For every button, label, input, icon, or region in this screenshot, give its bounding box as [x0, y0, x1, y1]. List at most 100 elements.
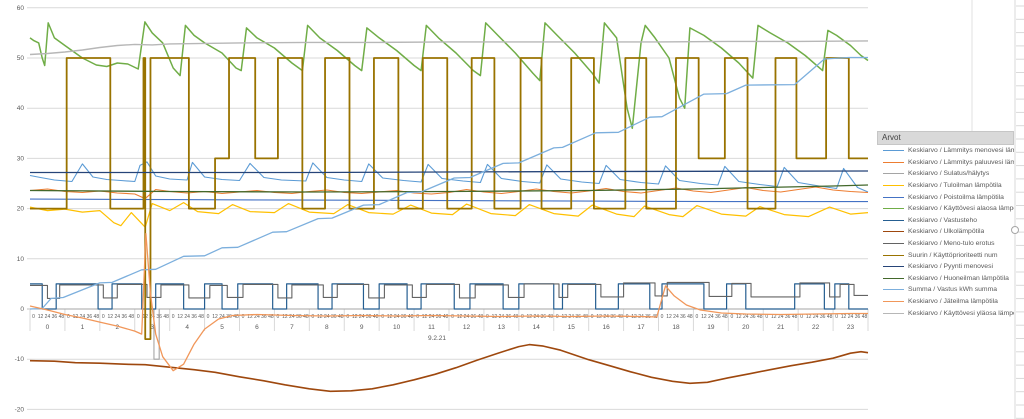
series-line — [30, 57, 869, 341]
x-hour-label: 22 — [812, 324, 820, 331]
x-minute-label: 12 — [387, 314, 393, 320]
x-hour-label: 8 — [325, 324, 329, 331]
x-hour-label: 13 — [498, 324, 506, 331]
legend-item-label: Keskiarvo / Poistoilma lämpötila — [908, 193, 1004, 201]
legend-item[interactable]: Keskiarvo / Lämmitys paluuvesi lämpötila — [877, 157, 1014, 169]
x-minute-label: 24 — [778, 314, 784, 320]
x-hour-label: 3 — [150, 324, 154, 331]
x-minute-label: 12 — [527, 314, 533, 320]
legend-item-label: Keskiarvo / Sulatus/hälytys — [908, 170, 990, 178]
legend-line-swatch — [883, 161, 904, 163]
series-line — [29, 161, 869, 193]
x-minute-label: 0 — [416, 314, 419, 320]
legend-item[interactable]: Keskiarvo / Lämmitys menovesi lämpötila — [877, 145, 1014, 157]
x-minute-label: 12 — [352, 314, 358, 320]
x-minute-label: 12 — [38, 314, 44, 320]
x-minute-label: 0 — [730, 314, 733, 320]
series-line — [29, 21, 869, 130]
x-minute-label: 12 — [317, 314, 323, 320]
x-minute-label: 48 — [163, 314, 169, 320]
legend-item-label: Keskiarvo / Meno-tulo erotus — [908, 240, 995, 248]
legend-item-label: Keskiarvo / Ulkolämpötila — [908, 228, 985, 236]
y-tick-label: 0 — [20, 306, 24, 313]
x-minute-label: 12 — [282, 314, 288, 320]
x-minute-label: 36 — [366, 314, 372, 320]
chart-selection-handle[interactable] — [1011, 226, 1019, 234]
legend-line-swatch — [883, 243, 904, 245]
legend-item-label: Keskiarvo / Pyynti menovesi — [908, 263, 993, 271]
x-minute-label: 0 — [172, 314, 175, 320]
series-line — [29, 233, 868, 372]
x-minute-label: 24 — [394, 314, 400, 320]
x-minute-label: 36 — [855, 314, 861, 320]
legend-item[interactable]: Keskiarvo / Ulkolämpötila — [877, 226, 1014, 238]
x-minute-label: 24 — [848, 314, 854, 320]
x-hour-label: 7 — [290, 324, 294, 331]
x-minute-label: 48 — [757, 314, 763, 320]
legend-item-label: Keskiarvo / Vastusteho — [908, 216, 978, 224]
legend-item-label: Suurin / Käyttöprioriteetti num — [908, 251, 998, 259]
legend-item[interactable]: Keskiarvo / Käyttövesi yläosa lämpötila — [877, 307, 1014, 319]
y-tick-label: 50 — [17, 55, 25, 62]
x-minute-label: 36 — [331, 314, 337, 320]
legend-line-swatch — [883, 301, 904, 303]
x-hour-label: 5 — [220, 324, 224, 331]
series-line — [30, 281, 869, 300]
x-minute-label: 12 — [666, 314, 672, 320]
x-hour-label: 4 — [185, 324, 189, 331]
x-minute-label: 0 — [451, 314, 454, 320]
arvot-field-button[interactable]: Arvot — [877, 131, 1014, 145]
series-line — [29, 343, 869, 393]
x-minute-label: 0 — [486, 314, 489, 320]
legend-item-label: Keskiarvo / Huoneilman lämpötila — [908, 274, 1009, 282]
x-minute-label: 0 — [626, 314, 629, 320]
x-minute-label: 24 — [80, 314, 86, 320]
legend-item-label: Keskiarvo / Jäteilma lämpötila — [908, 298, 998, 306]
x-minute-label: 48 — [198, 314, 204, 320]
legend-line-swatch — [883, 150, 904, 152]
legend-item[interactable]: Keskiarvo / Poistoilma lämpötila — [877, 191, 1014, 203]
legend-item[interactable]: Keskiarvo / Vastusteho — [877, 215, 1014, 227]
x-hour-label: 12 — [463, 324, 471, 331]
y-tick-label: -10 — [15, 356, 25, 363]
legend-item[interactable]: Keskiarvo / Käyttövesi alaosa lämpötila — [877, 203, 1014, 215]
x-minute-label: 0 — [765, 314, 768, 320]
x-minute-label: 0 — [67, 314, 70, 320]
x-minute-label: 48 — [443, 314, 449, 320]
legend-item[interactable]: Keskiarvo / Sulatus/hälytys — [877, 168, 1014, 180]
y-tick-label: 10 — [17, 256, 25, 263]
x-minute-label: 48 — [792, 314, 798, 320]
legend-item[interactable]: Keskiarvo / Tuloilman lämpötila — [877, 180, 1014, 192]
x-minute-label: 36 — [715, 314, 721, 320]
legend-item[interactable]: Keskiarvo / Meno-tulo erotus — [877, 238, 1014, 250]
x-hour-label: 9 — [360, 324, 364, 331]
legend-line-swatch — [883, 185, 904, 187]
x-minute-label: 24 — [464, 314, 470, 320]
x-minute-label: 24 — [184, 314, 190, 320]
legend-item[interactable]: Keskiarvo / Jäteilma lämpötila — [877, 296, 1014, 308]
x-minute-label: 12 — [736, 314, 742, 320]
x-minute-label: 36 — [820, 314, 826, 320]
x-minute-label: 12 — [701, 314, 707, 320]
x-minute-label: 48 — [59, 314, 65, 320]
y-tick-label: 40 — [17, 105, 25, 112]
x-hour-label: 6 — [255, 324, 259, 331]
x-minute-label: 48 — [827, 314, 833, 320]
series-line — [29, 40, 869, 56]
series-line — [29, 186, 869, 200]
x-minute-label: 24 — [254, 314, 260, 320]
legend-item[interactable]: Suurin / Käyttöprioriteetti num — [877, 249, 1014, 261]
x-minute-label: 0 — [277, 314, 280, 320]
x-minute-label: 0 — [835, 314, 838, 320]
x-minute-label: 24 — [45, 314, 51, 320]
legend-item[interactable]: Keskiarvo / Pyynti menovesi — [877, 261, 1014, 273]
y-tick-label: 20 — [17, 206, 25, 213]
x-minute-label: 48 — [862, 314, 868, 320]
x-minute-label: 0 — [242, 314, 245, 320]
x-hour-label: 17 — [637, 324, 645, 331]
legend-item[interactable]: Keskiarvo / Huoneilman lämpötila — [877, 273, 1014, 285]
legend-item[interactable]: Summa / Vastus kWh summa — [877, 284, 1014, 296]
x-minute-label: 0 — [346, 314, 349, 320]
legend-item-label: Keskiarvo / Lämmitys paluuvesi lämpötila — [908, 158, 1014, 166]
